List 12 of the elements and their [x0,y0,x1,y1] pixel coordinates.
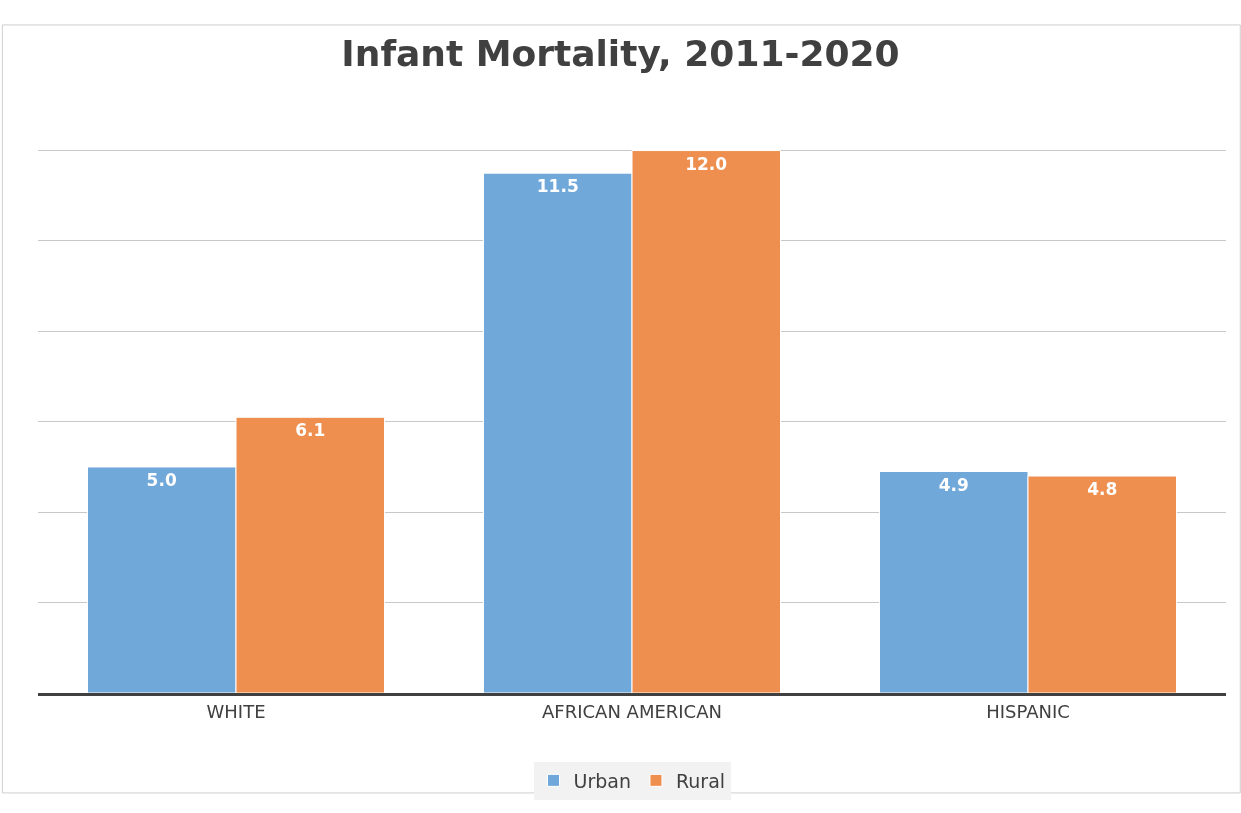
data-label: 11.5 [536,176,579,197]
data-label: 5.0 [146,469,177,490]
legend-label: Rural [675,769,726,792]
chart-title: Infant Mortality, 2011-2020 [341,32,900,74]
data-label: 4.8 [1087,479,1118,500]
x-tick-label: AFRICAN AMERICAN [542,700,722,722]
legend-label: Urban [573,769,631,792]
data-label: 4.9 [938,474,969,495]
x-tick-label: HISPANIC [986,700,1070,722]
x-tick-label: WHITE [206,700,266,722]
data-label: 12.0 [685,153,728,174]
data-label: 6.1 [295,420,326,441]
